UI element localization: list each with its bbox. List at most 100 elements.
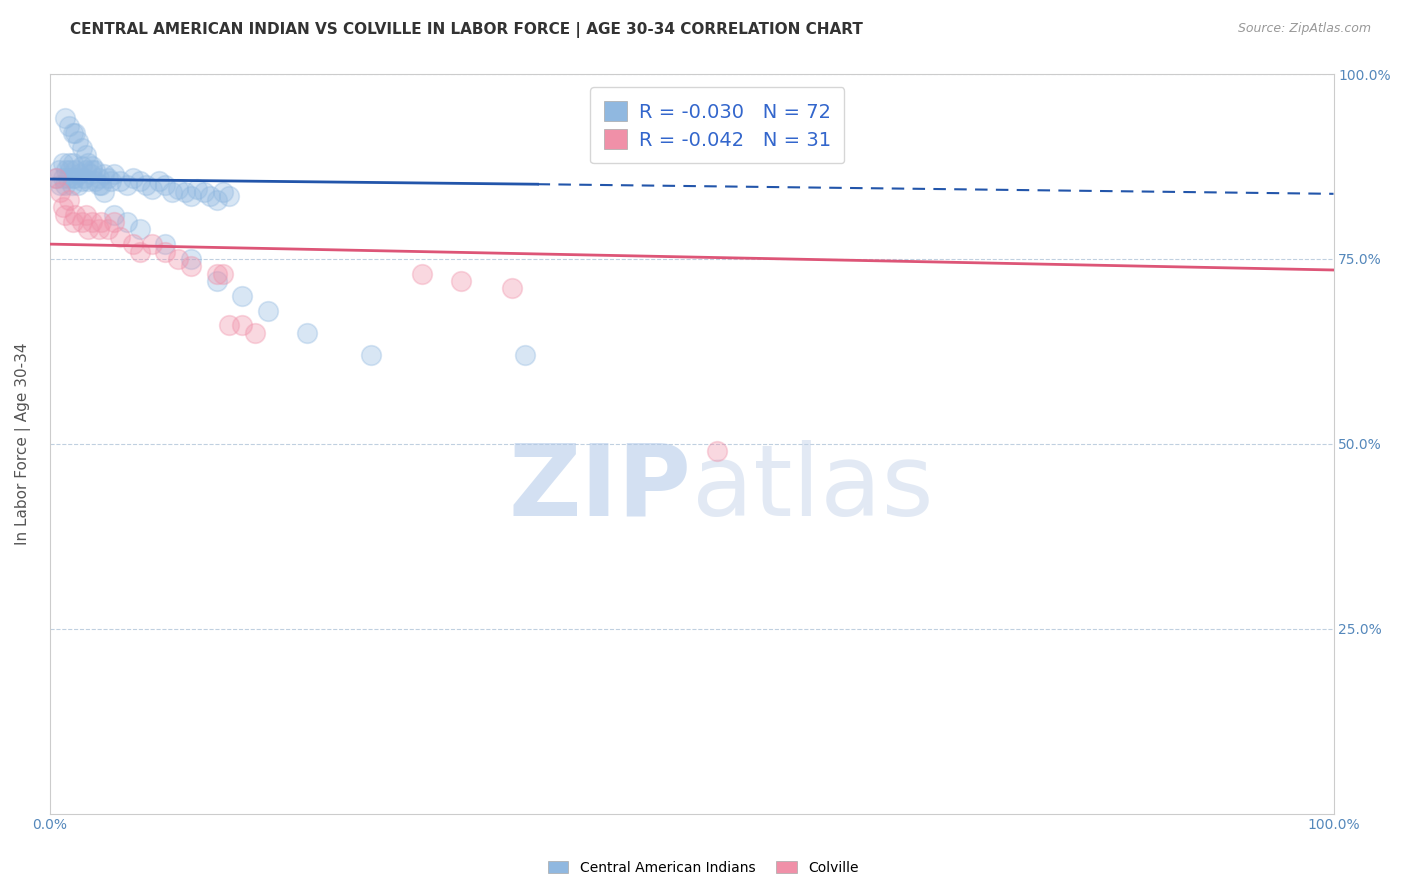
Point [60,178,83,192]
Point [103,167,125,181]
Point [77,174,100,188]
Legend: Central American Indians, Colville: Central American Indians, Colville [543,855,863,880]
Point [58,193,80,207]
Point [87,178,110,192]
Point [49,186,72,200]
Point [115,178,138,192]
Legend: R = -0.030   N = 72, R = -0.042   N = 31: R = -0.030 N = 72, R = -0.042 N = 31 [591,87,845,163]
Point [513,348,536,362]
Point [122,170,145,185]
Point [52,200,75,214]
Text: Source: ZipAtlas.com: Source: ZipAtlas.com [1237,22,1371,36]
Point [160,186,183,200]
Point [231,318,253,333]
Point [212,267,235,281]
Point [218,318,240,333]
Point [93,167,115,181]
Point [49,178,72,192]
Point [53,208,76,222]
Point [53,112,76,126]
Point [96,170,118,185]
Point [205,267,228,281]
Point [65,170,87,185]
Point [48,163,70,178]
Point [70,160,93,174]
Text: CENTRAL AMERICAN INDIAN VS COLVILLE IN LABOR FORCE | AGE 30-34 CORRELATION CHART: CENTRAL AMERICAN INDIAN VS COLVILLE IN L… [70,22,863,38]
Point [56,170,79,185]
Point [193,186,215,200]
Point [80,167,103,181]
Point [75,163,97,178]
Point [141,181,163,195]
Point [83,174,105,188]
Point [62,126,84,140]
Point [70,215,93,229]
Point [173,186,195,200]
Point [135,178,157,192]
Point [103,208,125,222]
Point [180,252,202,266]
Point [65,208,87,222]
Point [75,208,97,222]
Point [59,163,82,178]
Point [122,237,145,252]
Point [70,174,93,188]
Text: atlas: atlas [692,440,934,537]
Point [58,155,80,169]
Point [100,174,122,188]
Point [128,222,150,236]
Point [141,237,163,252]
Point [90,215,112,229]
Point [155,237,177,252]
Point [65,126,87,140]
Point [66,178,89,192]
Point [450,274,472,288]
Point [148,174,170,188]
Point [180,189,202,203]
Point [155,244,177,259]
Point [167,252,190,266]
Point [411,267,433,281]
Point [212,186,235,200]
Point [87,222,110,236]
Point [82,160,104,174]
Point [90,178,112,192]
Point [200,189,222,203]
Point [167,181,190,195]
Point [62,170,84,185]
Y-axis label: In Labor Force | Age 30-34: In Labor Force | Age 30-34 [15,343,31,545]
Point [231,289,253,303]
Point [295,326,318,340]
Point [360,348,382,362]
Point [180,260,202,274]
Point [82,163,104,178]
Point [103,215,125,229]
Point [205,193,228,207]
Point [96,222,118,236]
Text: ZIP: ZIP [509,440,692,537]
Point [65,163,87,178]
Point [52,170,75,185]
Point [66,134,89,148]
Point [93,186,115,200]
Point [82,215,104,229]
Point [77,155,100,169]
Point [186,181,208,195]
Point [62,155,84,169]
Point [70,141,93,155]
Point [257,303,280,318]
Point [53,178,76,192]
Point [45,170,67,185]
Point [83,163,105,178]
Point [45,170,67,185]
Point [62,215,84,229]
Point [110,229,132,244]
Point [55,163,77,178]
Point [52,155,75,169]
Point [128,244,150,259]
Point [205,274,228,288]
Point [77,222,100,236]
Point [501,281,523,295]
Point [155,178,177,192]
Point [706,444,728,458]
